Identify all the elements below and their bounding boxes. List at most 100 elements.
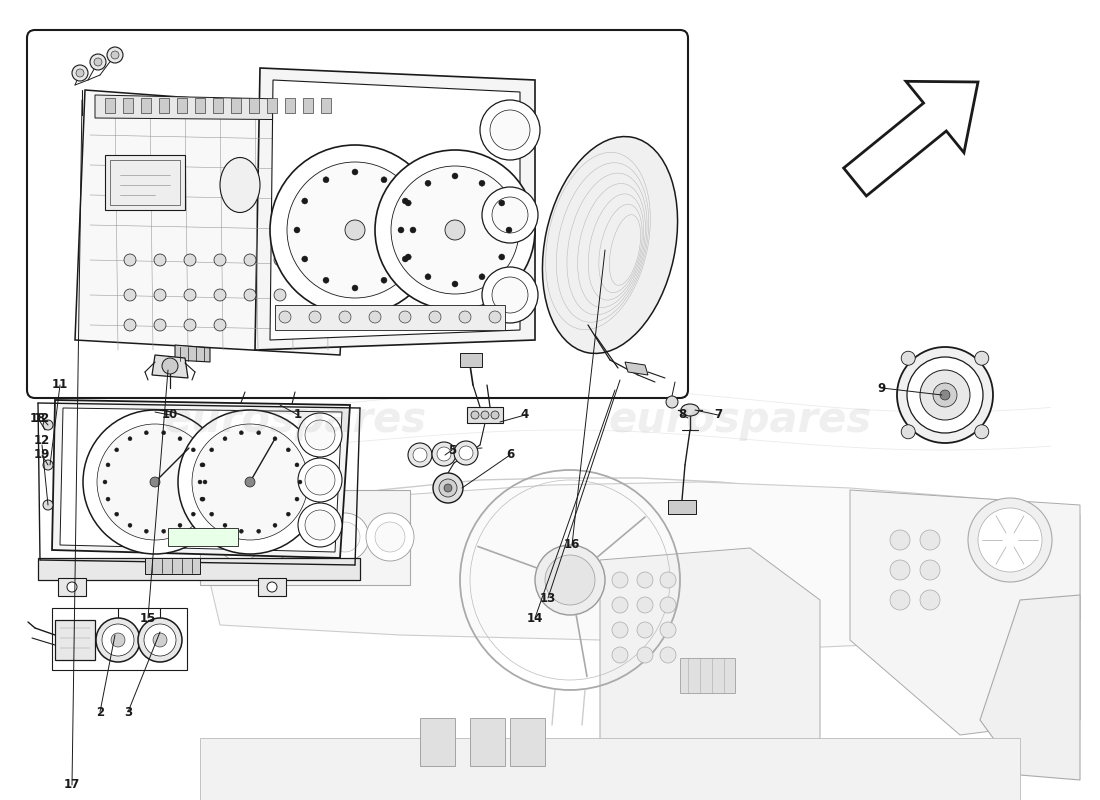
Polygon shape xyxy=(95,95,330,120)
Circle shape xyxy=(154,319,166,331)
Bar xyxy=(460,353,482,367)
Circle shape xyxy=(920,530,940,550)
Circle shape xyxy=(82,410,227,554)
Text: 7: 7 xyxy=(714,409,722,422)
Circle shape xyxy=(124,319,136,331)
Circle shape xyxy=(920,370,970,420)
Circle shape xyxy=(107,47,123,63)
Circle shape xyxy=(405,200,411,206)
Circle shape xyxy=(544,555,595,605)
Circle shape xyxy=(490,311,500,323)
Circle shape xyxy=(210,512,213,516)
Circle shape xyxy=(94,58,102,66)
Circle shape xyxy=(198,480,202,484)
Text: eurospares: eurospares xyxy=(608,399,871,441)
Circle shape xyxy=(352,169,358,175)
Circle shape xyxy=(492,197,528,233)
Bar xyxy=(510,718,544,766)
Circle shape xyxy=(452,281,458,287)
Circle shape xyxy=(339,311,351,323)
Circle shape xyxy=(454,441,478,465)
Circle shape xyxy=(478,180,485,186)
Bar xyxy=(104,155,185,210)
Text: 17: 17 xyxy=(64,778,80,791)
Circle shape xyxy=(298,413,342,457)
Circle shape xyxy=(210,448,213,452)
Bar xyxy=(200,490,410,585)
Circle shape xyxy=(280,522,310,552)
Circle shape xyxy=(452,173,458,179)
Circle shape xyxy=(191,512,196,516)
Circle shape xyxy=(920,560,940,580)
Circle shape xyxy=(410,227,416,233)
Circle shape xyxy=(304,254,316,266)
Circle shape xyxy=(446,220,465,240)
Circle shape xyxy=(309,311,321,323)
Circle shape xyxy=(459,311,471,323)
Circle shape xyxy=(890,560,910,580)
Circle shape xyxy=(270,145,440,315)
Circle shape xyxy=(381,177,387,182)
Circle shape xyxy=(144,530,148,534)
Circle shape xyxy=(968,498,1052,582)
Circle shape xyxy=(425,180,431,186)
Circle shape xyxy=(102,624,134,656)
Circle shape xyxy=(128,437,132,441)
Circle shape xyxy=(138,618,182,662)
Circle shape xyxy=(67,582,77,592)
Circle shape xyxy=(204,480,207,484)
Circle shape xyxy=(975,351,989,366)
Circle shape xyxy=(191,448,196,452)
Circle shape xyxy=(184,289,196,301)
Circle shape xyxy=(287,162,424,298)
Circle shape xyxy=(637,597,653,613)
Circle shape xyxy=(201,463,205,467)
Circle shape xyxy=(214,289,225,301)
Circle shape xyxy=(286,512,290,516)
Circle shape xyxy=(244,254,256,266)
Bar xyxy=(468,407,503,423)
Circle shape xyxy=(274,289,286,301)
Circle shape xyxy=(111,633,125,647)
Circle shape xyxy=(43,420,53,430)
Circle shape xyxy=(200,497,204,501)
Circle shape xyxy=(637,572,653,588)
Circle shape xyxy=(214,319,225,331)
Circle shape xyxy=(154,289,166,301)
Circle shape xyxy=(321,513,368,561)
Circle shape xyxy=(352,285,358,291)
Text: 18: 18 xyxy=(30,411,46,425)
Bar xyxy=(267,98,277,113)
Circle shape xyxy=(612,647,628,663)
Circle shape xyxy=(345,220,365,240)
Bar xyxy=(195,98,205,113)
Circle shape xyxy=(437,447,451,461)
Circle shape xyxy=(433,473,463,503)
Polygon shape xyxy=(52,400,350,558)
Circle shape xyxy=(666,396,678,408)
Bar xyxy=(302,98,313,113)
Circle shape xyxy=(294,227,300,233)
Text: 16: 16 xyxy=(564,538,580,551)
Polygon shape xyxy=(980,595,1080,780)
Circle shape xyxy=(43,500,53,510)
Bar xyxy=(58,578,86,596)
Ellipse shape xyxy=(542,137,678,354)
Circle shape xyxy=(240,430,243,434)
Circle shape xyxy=(660,597,676,613)
Circle shape xyxy=(535,545,605,615)
Circle shape xyxy=(478,274,485,280)
Bar xyxy=(145,558,200,574)
Circle shape xyxy=(896,347,993,443)
Text: 11: 11 xyxy=(52,378,68,391)
Circle shape xyxy=(403,198,408,204)
Polygon shape xyxy=(75,90,355,355)
Circle shape xyxy=(245,477,255,487)
Circle shape xyxy=(323,177,329,182)
Bar xyxy=(470,718,505,766)
Circle shape xyxy=(490,110,530,150)
Circle shape xyxy=(901,425,915,438)
Circle shape xyxy=(399,311,411,323)
Text: 9: 9 xyxy=(878,382,887,394)
Circle shape xyxy=(295,497,299,501)
